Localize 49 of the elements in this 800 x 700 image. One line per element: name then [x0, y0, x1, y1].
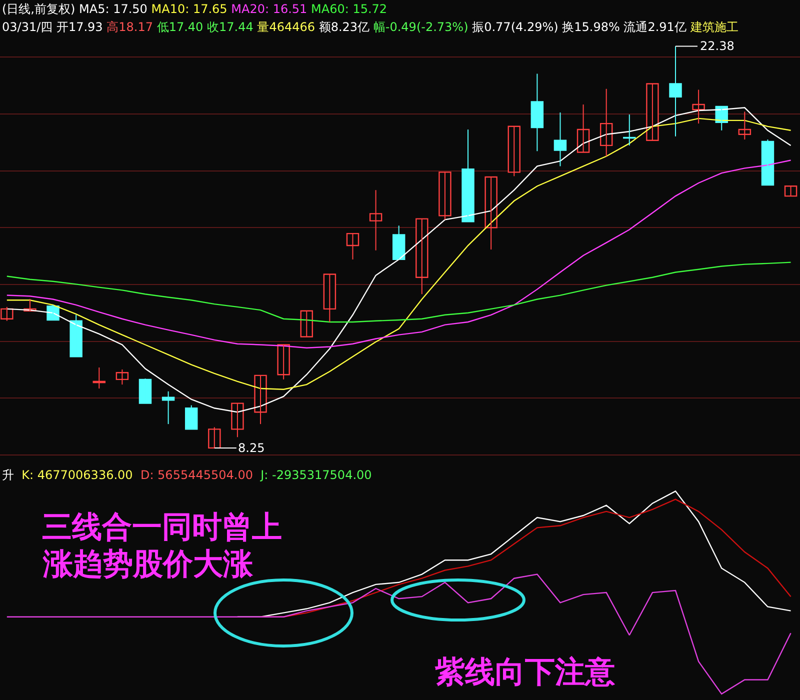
candlestick	[738, 111, 752, 140]
text: 流通2.91亿	[624, 20, 686, 34]
text: 升	[2, 468, 14, 482]
text: 收17.44	[207, 20, 254, 34]
text: 量464466	[257, 20, 316, 34]
text: 额8.23亿	[318, 20, 370, 34]
text: 开17.93	[56, 20, 103, 34]
text: J: -2935317504.00	[260, 468, 372, 482]
candlestick	[346, 232, 360, 260]
candlestick	[530, 73, 544, 152]
text: MA60: 15.72	[311, 2, 388, 16]
text: 换15.98%	[562, 20, 620, 34]
candlestick	[416, 218, 428, 295]
annotation: 涨趋势股价大涨	[42, 547, 254, 582]
text: K: 4677006336.00	[22, 468, 133, 482]
text: D: 5655445504.00	[140, 468, 253, 482]
candlestick	[277, 344, 290, 380]
candlestick	[646, 83, 659, 141]
candlestick	[669, 46, 682, 137]
annotation: 三线合一同时曾上	[42, 510, 282, 545]
candlestick	[323, 274, 336, 322]
text: MA20: 16.51	[231, 2, 308, 16]
candlestick	[784, 186, 798, 197]
text: 高18.17	[106, 20, 153, 34]
annotation: 8.25	[238, 441, 265, 455]
candlestick	[300, 310, 313, 338]
text: 幅-0.49(-2.73%)	[373, 20, 468, 34]
annotation: 22.38	[700, 39, 734, 53]
candlestick	[70, 314, 82, 358]
text: 低17.40	[156, 20, 204, 34]
candlestick	[692, 89, 705, 124]
candlestick	[184, 404, 198, 430]
annotation: 紫线向下注意	[434, 655, 616, 690]
text: 振0.77(4.29%)	[472, 20, 558, 34]
candlestick	[162, 390, 175, 425]
text: (日线,前复权)	[2, 2, 76, 16]
candlestick	[508, 126, 520, 177]
candlestick	[369, 190, 382, 251]
text: MA5: 17.50	[79, 2, 148, 16]
candlestick	[208, 426, 221, 449]
text: 建筑施工	[689, 20, 738, 34]
candlestick	[116, 368, 129, 386]
candlestick	[462, 129, 474, 222]
candlestick	[231, 402, 244, 438]
candlestick	[438, 172, 452, 220]
text: 03/31/四	[2, 20, 53, 34]
candlestick	[554, 112, 567, 167]
text: MA10: 17.65	[151, 2, 228, 16]
candlestick	[138, 378, 152, 404]
